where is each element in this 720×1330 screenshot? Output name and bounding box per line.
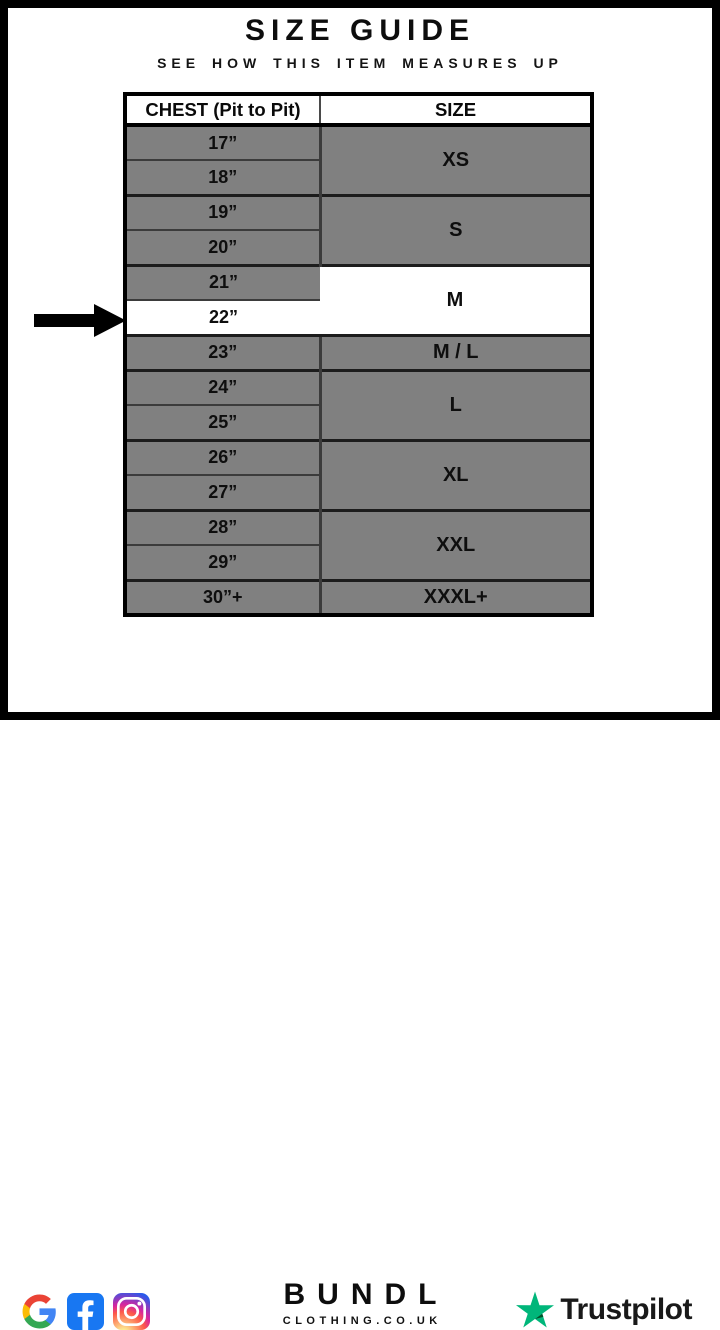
- row-pointer-arrow-icon: [34, 304, 126, 337]
- chest-cell-18: 18”: [124, 159, 321, 196]
- col-header-chest: CHEST (Pit to Pit): [125, 94, 320, 127]
- table-row: 27”: [124, 474, 592, 511]
- size-cell-l: L: [318, 368, 593, 441]
- page-subtitle: SEE HOW THIS ITEM MEASURES UP: [157, 55, 563, 71]
- chest-cell-25: 25”: [124, 404, 321, 441]
- chest-cell-22-highlighted: 22”: [124, 299, 320, 336]
- size-cell-m-highlighted: M: [320, 263, 593, 336]
- table-row: 28” XXL: [124, 508, 593, 581]
- table-row-highlighted: 22”: [124, 299, 592, 336]
- table-row: 19” S: [124, 193, 593, 266]
- chest-cell-30plus: 30”+: [124, 578, 321, 616]
- size-cell-s: S: [318, 193, 593, 266]
- chest-cell-28: 28”: [124, 508, 321, 546]
- size-cell-xs: XS: [318, 123, 593, 196]
- table-row: 24” L: [124, 368, 593, 441]
- chest-cell-27: 27”: [124, 474, 321, 511]
- table-row: 30”+ XXXL+: [124, 578, 593, 616]
- size-cell-m-l: M / L: [318, 333, 593, 371]
- chest-cell-21: 21”: [124, 263, 321, 301]
- table-row: 23” M / L: [124, 333, 593, 371]
- col-header-size: SIZE: [319, 94, 592, 127]
- table-row: 17” XS: [124, 123, 593, 196]
- chest-cell-23: 23”: [124, 333, 321, 371]
- chest-cell-19: 19”: [124, 193, 321, 231]
- table-row: 20”: [124, 229, 592, 266]
- table-row: 21” M: [124, 263, 593, 336]
- size-guide-table: CHEST (Pit to Pit) SIZE 17” XS 18” 19” S…: [123, 92, 594, 617]
- trustpilot-logo[interactable]: Trustpilot: [516, 1291, 692, 1328]
- size-cell-xl: XL: [318, 438, 593, 511]
- trustpilot-wordmark: Trustpilot: [560, 1292, 692, 1326]
- table-row: 25”: [124, 404, 592, 441]
- chest-cell-26: 26”: [124, 438, 321, 476]
- chest-cell-20: 20”: [124, 229, 321, 266]
- table-row: 18”: [124, 159, 592, 196]
- page-title: SIZE GUIDE: [244, 14, 476, 47]
- footer: BUNDL CLOTHING.CO.UK Trustpilot: [0, 630, 720, 1330]
- size-cell-xxxlplus: XXXL+: [318, 578, 593, 616]
- table-row: 26” XL: [124, 438, 593, 511]
- chest-cell-17: 17”: [124, 123, 321, 161]
- size-cell-xxl: XXL: [318, 508, 593, 581]
- table-row: 29”: [124, 544, 592, 581]
- size-guide-table-container: CHEST (Pit to Pit) SIZE 17” XS 18” 19” S…: [123, 92, 594, 617]
- trustpilot-star-icon: [516, 1291, 555, 1328]
- chest-cell-29: 29”: [124, 544, 321, 581]
- table-header-row: CHEST (Pit to Pit) SIZE: [125, 94, 592, 127]
- chest-cell-24: 24”: [124, 368, 321, 406]
